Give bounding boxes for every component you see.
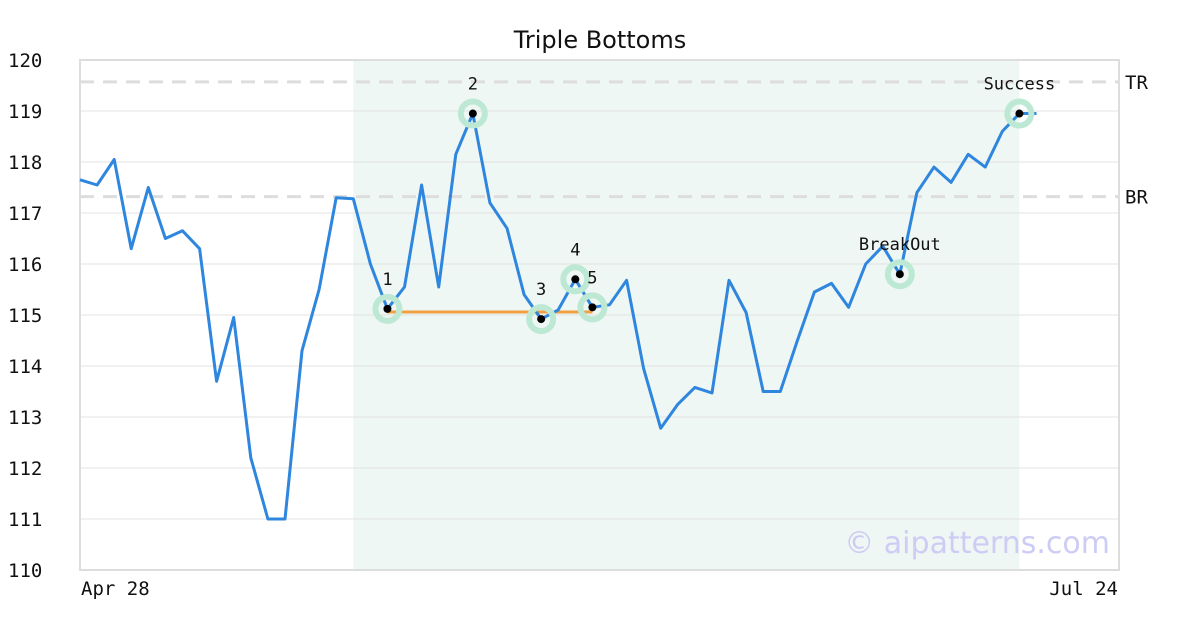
y-tick-label: 116: [8, 254, 42, 276]
x-tick-label: Apr 28: [81, 578, 150, 600]
y-tick-label: 113: [8, 407, 42, 429]
point-halo: [526, 304, 557, 335]
point-label: 4: [570, 240, 580, 260]
level-label: BR: [1125, 187, 1148, 209]
point-label: Success: [984, 75, 1056, 95]
y-tick-label: 114: [8, 356, 42, 378]
plot-area: 110 111 112 113 114 115 116 117 118 119 120 Apr 28 J…: [8, 50, 1148, 600]
point-marker: [537, 315, 546, 324]
y-tick-label: 117: [8, 203, 42, 225]
y-tick-label: 111: [8, 509, 42, 531]
point-halo: [457, 98, 488, 129]
point-halo: [372, 293, 403, 324]
chart-title: Triple Bottoms: [513, 26, 687, 54]
watermark: © aipatterns.com: [844, 526, 1110, 561]
point-marker: [571, 275, 580, 284]
point-label: BreakOut: [859, 235, 941, 255]
plot-frame: [79, 59, 1120, 571]
point-label: 2: [468, 75, 478, 95]
point-label: 1: [382, 270, 392, 290]
y-tick-label: 118: [8, 152, 42, 174]
x-tick-label: Jul 24: [1049, 578, 1118, 600]
point-marker: [383, 304, 392, 313]
price-line: [79, 112, 1037, 521]
y-tick-label: 119: [8, 101, 42, 123]
level-label: TR: [1125, 72, 1148, 94]
y-tick-label: 112: [8, 458, 42, 480]
y-tick-label: 110: [8, 560, 42, 582]
y-tick-label: 120: [8, 50, 42, 72]
point-halo: [560, 264, 591, 295]
point-marker: [588, 303, 597, 312]
point-halo: [884, 259, 915, 290]
point-halo: [1004, 98, 1035, 129]
point-halo: [577, 292, 608, 323]
point-marker: [468, 109, 477, 118]
point-marker: [895, 270, 904, 279]
point-label: 5: [587, 268, 597, 288]
y-tick-label: 115: [8, 305, 42, 327]
point-marker: [1015, 109, 1024, 118]
point-label: 3: [536, 280, 546, 300]
